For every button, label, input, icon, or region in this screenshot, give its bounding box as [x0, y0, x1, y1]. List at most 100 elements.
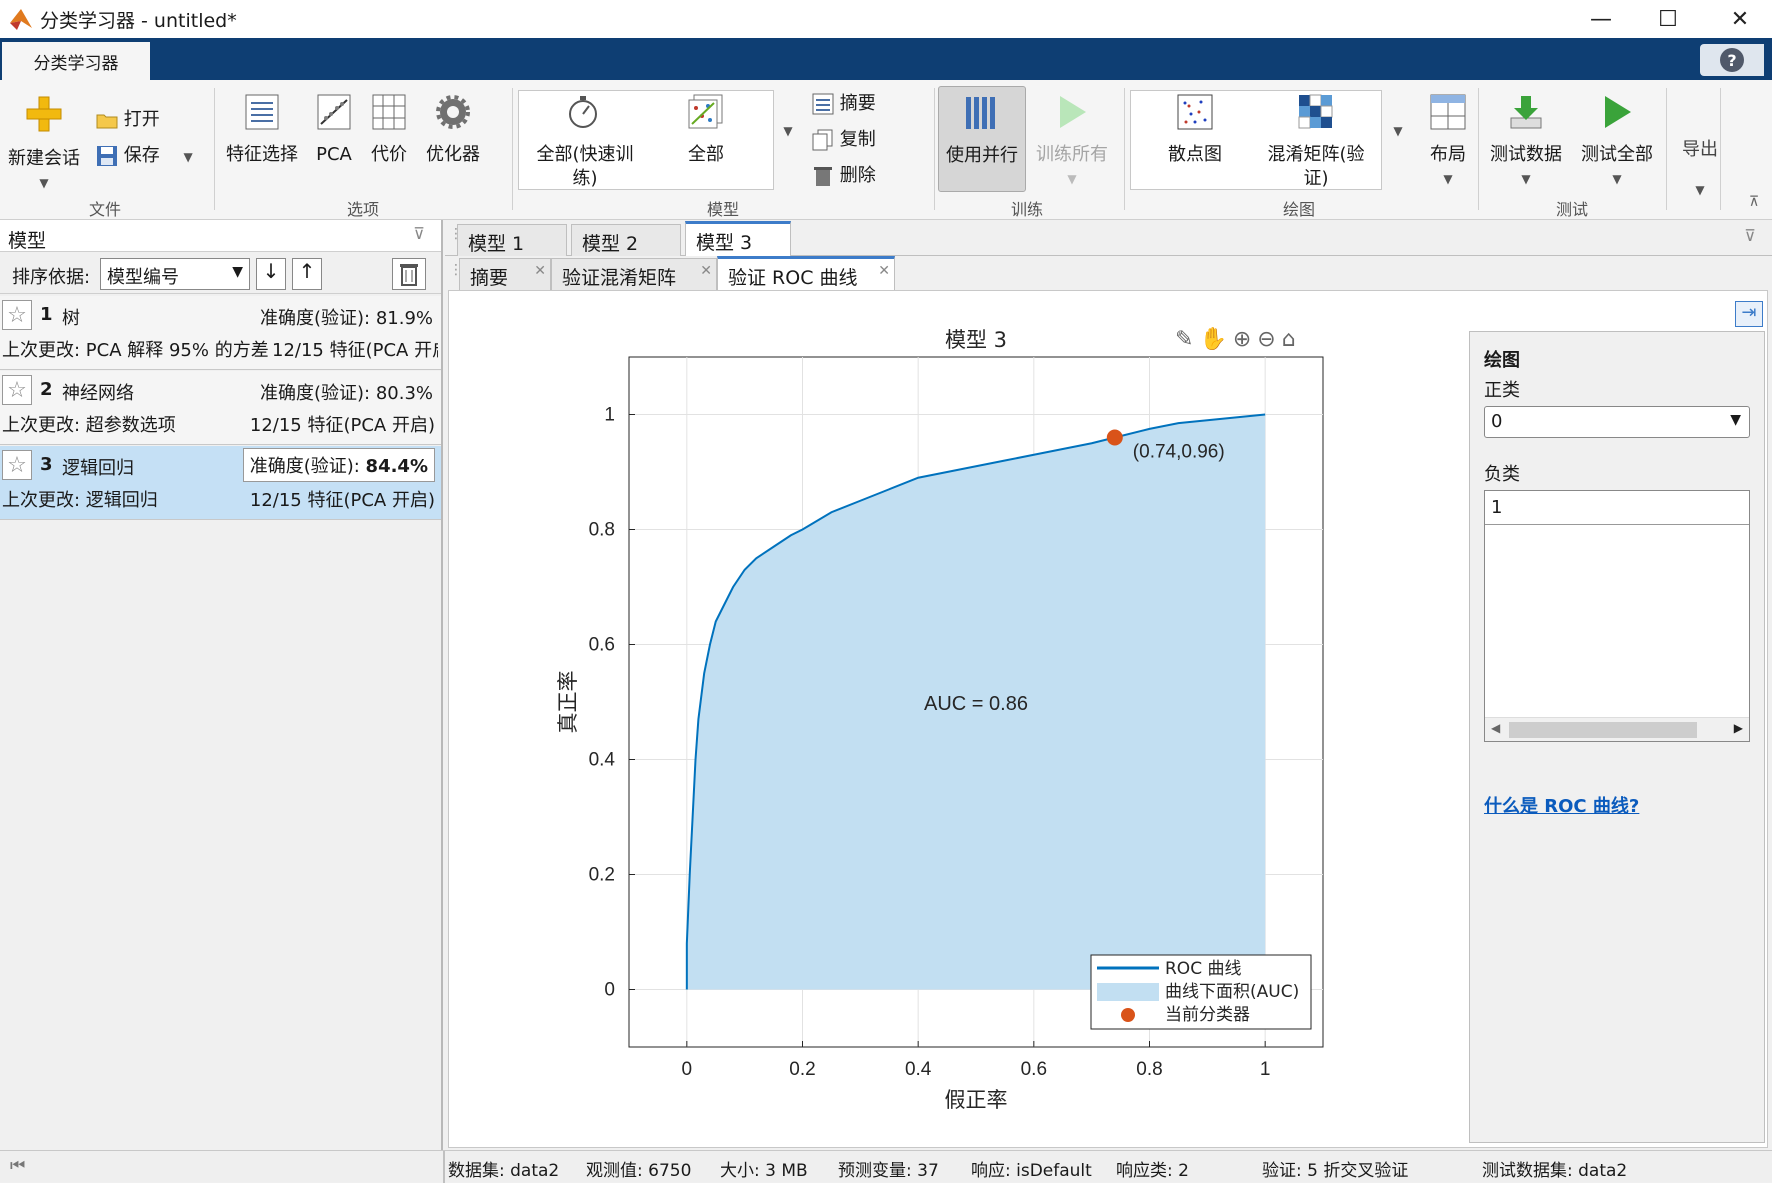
- delete-model-button[interactable]: [392, 258, 426, 290]
- model-features: 12/15 特征(PCA 开启): [249, 490, 435, 511]
- arrow-down-icon: ↓: [262, 259, 280, 283]
- what-is-roc-link[interactable]: 什么是 ROC 曲线?: [1484, 796, 1640, 817]
- plot-options-panel: 绘图 正类 0 ▼ 负类 1 ◀ ▶ 什么是 ROC 曲线?: [1469, 331, 1765, 1143]
- panel-menu-icon[interactable]: ⊽: [413, 224, 425, 243]
- tab-summary[interactable]: 摘要 ✕: [459, 258, 551, 290]
- close-icon[interactable]: ✕: [878, 263, 890, 279]
- ribbon-tab-classification-learner[interactable]: 分类学习器: [2, 42, 150, 80]
- y-tick-label: 0.2: [589, 865, 615, 886]
- play-icon: [1060, 96, 1086, 128]
- legend-entry: 当前分类器: [1165, 1005, 1250, 1025]
- arrow-up-icon: ↑: [298, 259, 316, 283]
- confusion-matrix-label-line2: 证): [1303, 168, 1329, 189]
- zoom-out-icon[interactable]: ⊖: [1257, 327, 1276, 352]
- zoom-in-icon[interactable]: ⊕: [1232, 327, 1252, 352]
- scatter-plot-icon: [1177, 94, 1213, 130]
- home-icon[interactable]: ⌂: [1281, 327, 1296, 352]
- chevron-down-icon: ▼: [1612, 172, 1622, 186]
- close-button[interactable]: ✕: [1730, 6, 1750, 32]
- model-card-1[interactable]: ☆ 1 树 准确度(验证): 81.9% 上次更改: PCA 解释 95% 的方…: [0, 296, 441, 370]
- scroll-left-icon[interactable]: ◀: [1491, 721, 1501, 735]
- duplicate-icon: [812, 129, 833, 151]
- minimize-button[interactable]: —: [1590, 6, 1612, 32]
- model-features: 12/15 特征(PCA 开启): [249, 415, 435, 436]
- brush-icon[interactable]: ✎: [1175, 327, 1194, 352]
- status-dataset: 数据集: data2: [448, 1161, 560, 1181]
- scrollbar-thumb[interactable]: [1509, 722, 1697, 738]
- positive-class-label: 正类: [1484, 380, 1520, 401]
- tab-validation-confusion-matrix[interactable]: 验证混淆矩阵 ✕: [551, 258, 717, 290]
- scroll-right-icon[interactable]: ▶: [1733, 721, 1743, 735]
- cost-button[interactable]: 代价: [364, 94, 414, 167]
- y-axis-label: 真正率: [556, 671, 580, 734]
- close-icon[interactable]: ✕: [534, 263, 546, 279]
- collapse-ribbon-button[interactable]: ⊼: [1740, 190, 1768, 214]
- star-icon[interactable]: ☆: [2, 450, 32, 480]
- all-models-button[interactable]: 全部: [668, 94, 744, 167]
- scatter-plot-button[interactable]: 散点图: [1150, 94, 1240, 167]
- all-quick-train-button[interactable]: 全部(快速训 练): [530, 94, 640, 191]
- maximize-button[interactable]: ☐: [1658, 6, 1678, 32]
- test-data-label: 测试数据: [1490, 144, 1562, 165]
- sort-dropdown[interactable]: 模型编号 ▼: [100, 258, 250, 290]
- all-quick-label-line2: 练): [572, 168, 598, 189]
- models-panel-title: 模型: [8, 230, 47, 252]
- plot-gallery-expand-button[interactable]: ▼: [1386, 118, 1410, 143]
- model-features: 12/15 特征(PCA 开启: [272, 340, 438, 361]
- model-last-change: 上次更改: 逻辑回归: [2, 490, 158, 511]
- delete-button[interactable]: 删除: [812, 164, 912, 188]
- pan-hand-icon[interactable]: ✋: [1199, 327, 1227, 352]
- parallel-icon: [966, 97, 995, 129]
- use-parallel-label: 使用并行: [946, 145, 1018, 166]
- use-parallel-button[interactable]: 使用并行: [938, 86, 1026, 192]
- star-icon[interactable]: ☆: [2, 300, 32, 330]
- y-tick-label: 0.6: [589, 635, 615, 656]
- export-button[interactable]: 导出 ▼: [1672, 138, 1728, 202]
- folder-icon: [96, 114, 118, 129]
- close-icon[interactable]: ✕: [700, 263, 712, 279]
- confusion-matrix-button[interactable]: 混淆矩阵(验 证): [1256, 94, 1376, 191]
- status-first-icon[interactable]: ⏮: [10, 1156, 26, 1176]
- train-all-label: 训练所有: [1036, 144, 1108, 165]
- feature-selection-icon: [245, 94, 279, 130]
- pca-button[interactable]: PCA: [308, 94, 360, 167]
- panel-menu-icon[interactable]: ⊽: [1744, 226, 1756, 245]
- help-button[interactable]: ?: [1700, 44, 1764, 76]
- test-data-button[interactable]: 测试数据 ▼: [1484, 94, 1568, 191]
- hide-panel-button[interactable]: ⇥: [1735, 301, 1763, 327]
- section-test-label: 测试: [1555, 200, 1588, 219]
- new-session-button[interactable]: 新建会话 ▼: [4, 94, 84, 195]
- gallery-expand-button[interactable]: ▼: [776, 118, 800, 143]
- summary-icon: [812, 93, 834, 115]
- horizontal-scrollbar[interactable]: ◀ ▶: [1485, 717, 1749, 741]
- tab-model-1[interactable]: 模型 1: [457, 224, 567, 256]
- model-name: 神经网络: [62, 383, 134, 404]
- gear-icon: [436, 95, 470, 129]
- duplicate-button[interactable]: 复制: [812, 128, 912, 152]
- plot-options-title: 绘图: [1484, 350, 1520, 371]
- feature-selection-button[interactable]: 特征选择: [222, 94, 302, 167]
- negative-class-item[interactable]: 1: [1485, 491, 1749, 525]
- tab-model-2[interactable]: 模型 2: [571, 224, 681, 256]
- train-all-button[interactable]: 训练所有 ▼: [1032, 94, 1112, 191]
- negative-class-list[interactable]: 1 ◀ ▶: [1484, 490, 1750, 742]
- optimizer-button[interactable]: 优化器: [418, 94, 488, 167]
- test-all-button[interactable]: 测试全部 ▼: [1574, 94, 1660, 191]
- models-panel: 模型 ⊽ 排序依据: 模型编号 ▼ ↓ ↑ ☆ 1 树 准确度(验证): 81.…: [0, 220, 443, 1150]
- model-card-3[interactable]: ☆ 3 逻辑回归 准确度(验证): 84.4% 上次更改: 逻辑回归 12/15…: [0, 446, 441, 520]
- tab-model-3[interactable]: 模型 3: [685, 221, 791, 256]
- tab-validation-roc-curve[interactable]: 验证 ROC 曲线 ✕: [717, 256, 895, 290]
- new-session-icon: [26, 96, 62, 132]
- open-button[interactable]: 打开: [96, 108, 176, 132]
- sort-ascending-button[interactable]: ↑: [292, 258, 322, 290]
- positive-class-dropdown[interactable]: 0 ▼: [1484, 406, 1750, 438]
- duplicate-label: 复制: [839, 129, 876, 150]
- summary-button[interactable]: 摘要: [812, 92, 912, 116]
- model-card-2[interactable]: ☆ 2 神经网络 准确度(验证): 80.3% 上次更改: 超参数选项 12/1…: [0, 371, 441, 445]
- star-icon[interactable]: ☆: [2, 375, 32, 405]
- sort-descending-button[interactable]: ↓: [256, 258, 286, 290]
- save-button[interactable]: 保存 ▼: [96, 144, 206, 169]
- arrow-right-icon: ⇥: [1741, 302, 1757, 323]
- layout-button[interactable]: 布局 ▼: [1418, 94, 1478, 191]
- model-accuracy-label: 准确度(验证):: [249, 456, 366, 477]
